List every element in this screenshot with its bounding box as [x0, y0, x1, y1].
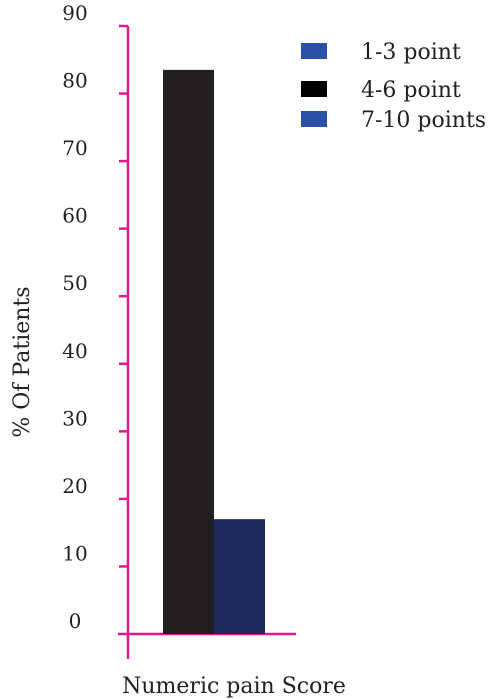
y-axis-label: % Of Patients — [10, 286, 35, 437]
y-tick-label: 50 — [62, 271, 87, 295]
y-ticks: 0 10 20 30 40 50 60 70 80 90 — [62, 1, 128, 633]
legend-swatch — [301, 81, 327, 97]
y-tick-label: 70 — [62, 136, 87, 160]
bar-4-6-point — [163, 69, 214, 634]
legend: 1-3 point 4-6 point 7-10 points — [301, 40, 486, 133]
y-tick-label: 10 — [62, 541, 87, 565]
legend-label: 7-10 points — [361, 108, 486, 133]
bars — [163, 69, 265, 634]
y-tick-label: 0 — [69, 609, 82, 633]
x-axis-label: Numeric pain Score — [122, 674, 346, 699]
y-tick-label: 90 — [62, 1, 87, 25]
bar-7-10-points — [214, 519, 265, 634]
y-tick-label: 60 — [62, 204, 87, 228]
y-tick-label: 20 — [62, 474, 87, 498]
legend-label: 4-6 point — [361, 78, 461, 103]
legend-label: 1-3 point — [361, 40, 461, 65]
legend-swatch — [301, 111, 327, 127]
y-tick-label: 80 — [62, 69, 87, 93]
legend-swatch — [301, 43, 327, 59]
y-tick-label: 40 — [62, 339, 87, 363]
y-tick-label: 30 — [62, 406, 87, 430]
